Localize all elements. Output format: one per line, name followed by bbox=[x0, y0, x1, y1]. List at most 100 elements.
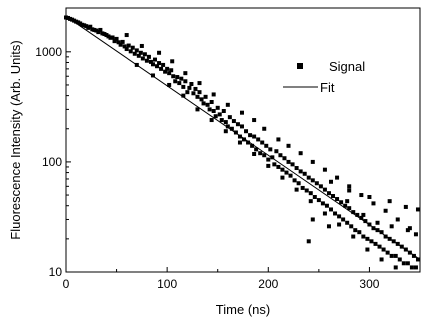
signal-point bbox=[94, 28, 99, 33]
signal-point bbox=[100, 31, 105, 36]
signal-point bbox=[155, 64, 160, 69]
signal-point bbox=[167, 71, 172, 76]
signal-point bbox=[209, 100, 214, 105]
signal-point bbox=[104, 33, 109, 38]
signal-point bbox=[403, 204, 408, 209]
y-axis-title: Fluorescence Intensity (Arb. Units) bbox=[8, 40, 23, 239]
signal-point bbox=[246, 140, 251, 145]
signal-point bbox=[110, 35, 115, 40]
signal-point bbox=[294, 166, 299, 171]
signal-point bbox=[124, 47, 129, 52]
signal-point bbox=[114, 36, 119, 41]
signal-point bbox=[353, 228, 358, 233]
signal-point bbox=[173, 79, 178, 84]
signal-point bbox=[337, 222, 342, 227]
ticks: 0 100 200 300 10 100 1000 bbox=[35, 18, 380, 291]
signal-point bbox=[64, 15, 68, 20]
x-tick-label: 100 bbox=[157, 277, 177, 291]
signal-point bbox=[120, 39, 125, 44]
signal-point bbox=[316, 198, 321, 203]
signal-point bbox=[84, 24, 89, 29]
signal-point bbox=[407, 226, 412, 231]
axes bbox=[65, 7, 421, 273]
signal-point bbox=[118, 42, 123, 47]
signal-point bbox=[134, 48, 139, 53]
signal-point bbox=[331, 194, 336, 199]
signal-point bbox=[304, 188, 309, 193]
signal-point bbox=[415, 207, 420, 212]
signal-point bbox=[252, 151, 257, 156]
signal-point bbox=[324, 203, 329, 208]
signal-point bbox=[389, 224, 394, 229]
signal-point bbox=[310, 217, 315, 222]
signal-point bbox=[124, 33, 129, 38]
signal-point bbox=[365, 236, 370, 241]
signal-point bbox=[351, 210, 356, 215]
signal-point bbox=[229, 126, 234, 131]
signal-point bbox=[239, 110, 244, 115]
signal-point bbox=[294, 187, 299, 192]
signal-point bbox=[264, 143, 269, 148]
signal-point bbox=[361, 212, 366, 217]
signal-point bbox=[244, 129, 249, 134]
x-tick-label: 300 bbox=[359, 277, 379, 291]
signal-point bbox=[112, 39, 117, 44]
signal-point bbox=[357, 230, 362, 235]
signal-point bbox=[298, 169, 303, 174]
signal-point bbox=[335, 197, 340, 202]
signal-point bbox=[387, 199, 392, 204]
signal-point bbox=[148, 59, 153, 64]
signal-point bbox=[150, 62, 155, 67]
signal-point bbox=[217, 112, 222, 117]
signal-point bbox=[381, 247, 386, 252]
signal-point bbox=[397, 257, 402, 262]
signal-point bbox=[150, 73, 155, 78]
signal-point bbox=[88, 24, 93, 29]
signal-point bbox=[260, 140, 265, 145]
signal-point bbox=[170, 59, 175, 64]
signal-point bbox=[363, 219, 368, 224]
signal-point bbox=[225, 124, 230, 129]
signal-point bbox=[235, 122, 240, 127]
signal-point bbox=[377, 244, 382, 249]
signal-point bbox=[290, 162, 295, 167]
signal-point bbox=[383, 208, 388, 213]
signal-point bbox=[308, 199, 313, 204]
signal-point bbox=[183, 79, 188, 84]
legend-fit-label: Fit bbox=[320, 80, 335, 95]
signal-point bbox=[262, 126, 267, 131]
signal-point bbox=[405, 228, 410, 233]
signal-point bbox=[326, 191, 331, 196]
signal-point bbox=[270, 155, 275, 160]
signal-point bbox=[169, 68, 174, 73]
signal-point bbox=[106, 34, 111, 39]
signal-point bbox=[72, 18, 77, 23]
signal-point bbox=[389, 253, 394, 258]
signal-point bbox=[211, 92, 216, 97]
signal-point bbox=[328, 179, 333, 184]
legend: Signal Fit bbox=[283, 59, 365, 95]
signal-point bbox=[359, 215, 364, 220]
signal-point bbox=[326, 224, 331, 229]
signal-point bbox=[401, 261, 406, 266]
y-tick-label: 1000 bbox=[35, 45, 62, 59]
signal-point bbox=[395, 217, 400, 222]
signal-point bbox=[126, 43, 131, 48]
signal-point bbox=[393, 253, 398, 258]
signal-point bbox=[341, 217, 346, 222]
x-tick-label: 0 bbox=[63, 277, 70, 291]
signal-point bbox=[296, 181, 301, 186]
signal-point bbox=[355, 212, 360, 217]
signal-point bbox=[318, 184, 323, 189]
signal-point bbox=[254, 147, 259, 152]
y-tick-label: 10 bbox=[49, 265, 63, 279]
signal-point bbox=[153, 57, 158, 62]
signal-point bbox=[268, 147, 273, 152]
signal-point bbox=[278, 153, 283, 158]
signal-point bbox=[405, 261, 410, 266]
signal-point bbox=[181, 84, 186, 89]
signal-point bbox=[242, 137, 247, 142]
signal-point bbox=[284, 170, 289, 175]
signal-point bbox=[219, 118, 224, 123]
